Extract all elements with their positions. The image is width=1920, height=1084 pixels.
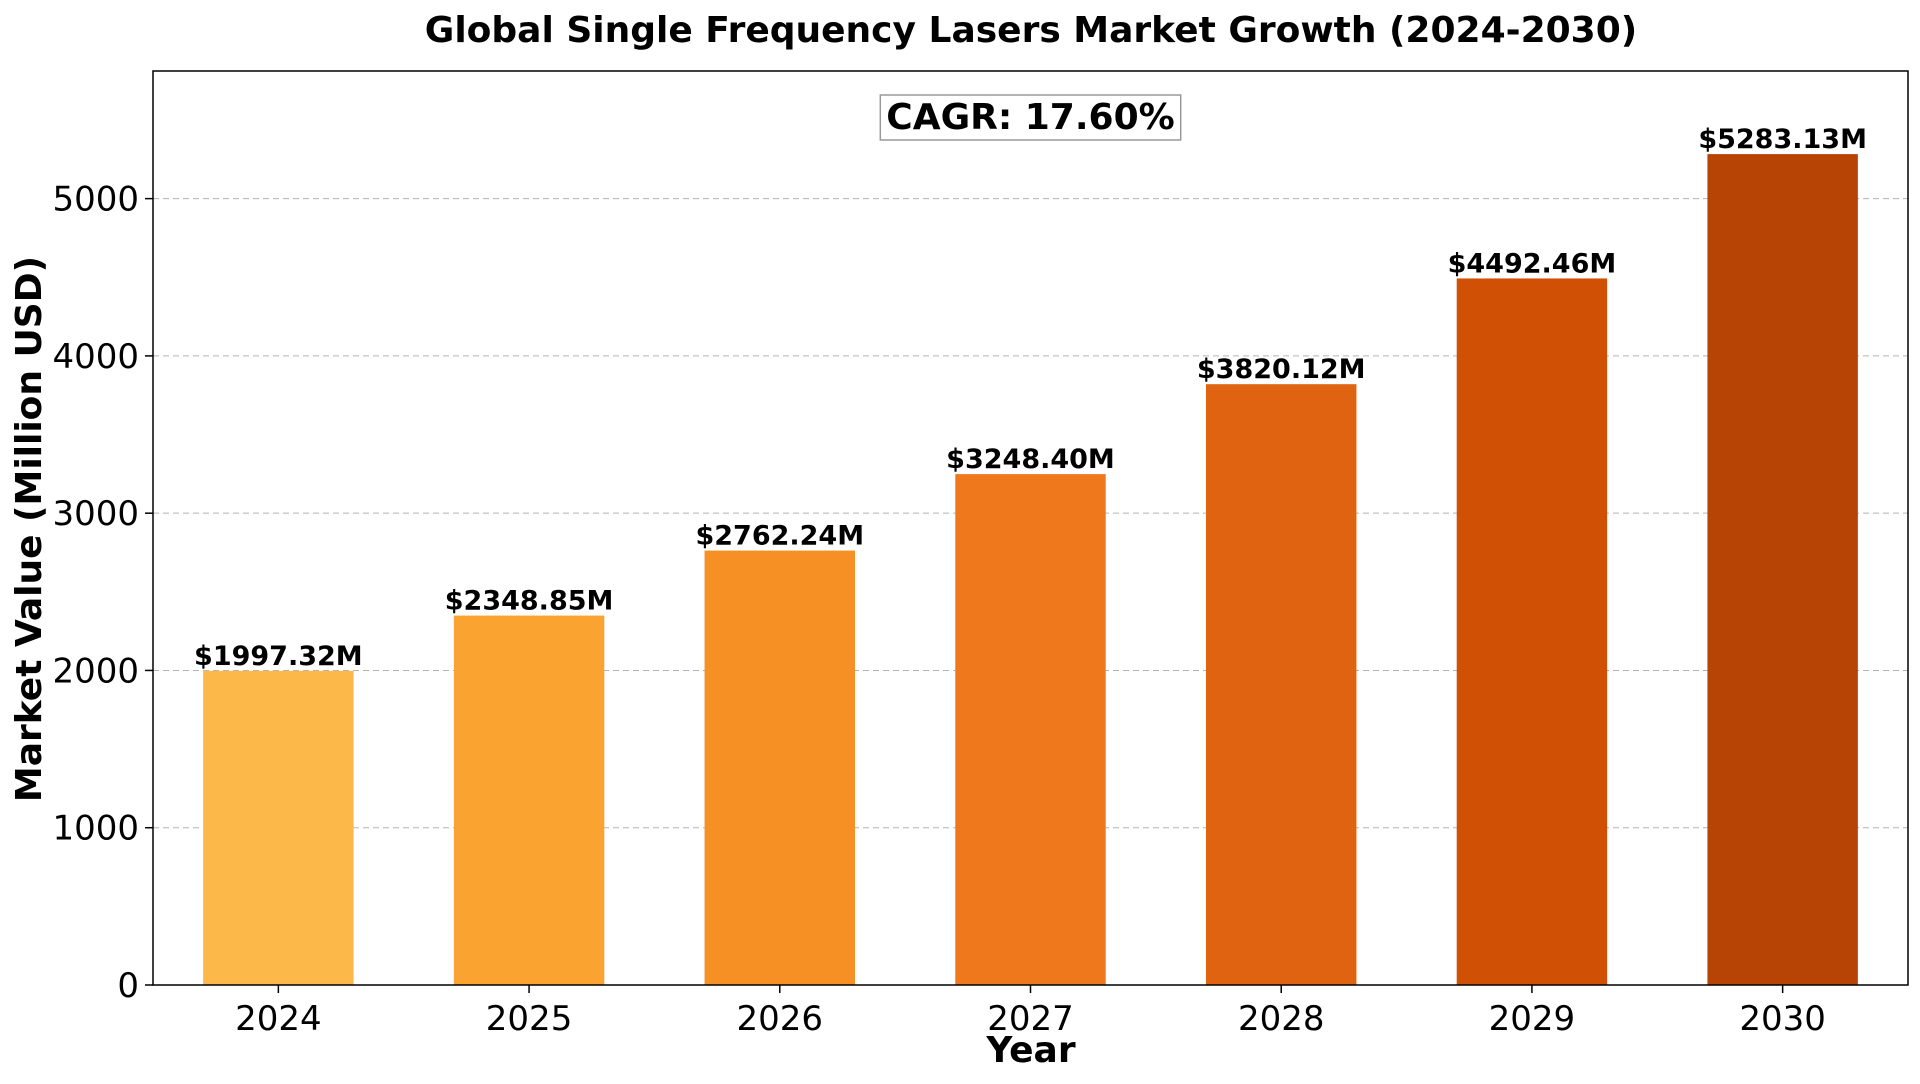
bar	[453, 615, 605, 985]
cagr-annotation-text: CAGR: 17.60%	[886, 97, 1174, 138]
bar	[1707, 154, 1858, 986]
bar	[1206, 384, 1357, 985]
x-tick-label: 2024	[235, 999, 322, 1039]
x-tick-label: 2029	[1489, 999, 1576, 1039]
data-labels: $1997.32M $2348.85M $2762.24M $3248.40M $382…	[194, 124, 1867, 672]
bar-value-label: $5283.13M	[1698, 124, 1867, 155]
bar-value-label: $2348.85M	[445, 586, 614, 617]
bars	[203, 154, 1858, 986]
x-tick-label: 2026	[737, 999, 824, 1039]
bar	[203, 670, 354, 985]
cagr-annotation-box	[879, 94, 1182, 141]
bar	[955, 474, 1106, 985]
y-tick-label: 3000	[52, 494, 139, 534]
y-tick-label: 2000	[52, 651, 139, 691]
bar	[704, 550, 855, 985]
y-tick-label: 4000	[52, 337, 139, 377]
bar-value-label: $3820.12M	[1197, 354, 1366, 385]
x-axis-label: Year	[985, 1030, 1075, 1071]
cagr-annotation: CAGR: 17.60%	[879, 94, 1182, 141]
x-axis-ticks: 2024 2025 2026 2027 2028 2029 2030	[235, 985, 1826, 1039]
x-tick-label: 2030	[1739, 999, 1826, 1039]
y-tick-label: 0	[117, 966, 139, 1006]
bar	[1456, 278, 1608, 986]
bar-value-label: $3248.40M	[946, 444, 1115, 475]
x-tick-label: 2028	[1238, 999, 1325, 1039]
bar-value-label: $2762.24M	[695, 521, 864, 552]
y-tick-label: 5000	[52, 180, 139, 220]
y-tick-label: 1000	[52, 809, 139, 849]
chart-title: Global Single Frequency Lasers Market Gr…	[425, 10, 1637, 51]
y-axis-label: Market Value (Million USD)	[9, 256, 50, 802]
bar-value-label: $4492.46M	[1448, 248, 1617, 279]
x-tick-label: 2025	[486, 999, 573, 1039]
x-tick-label: 2027	[987, 999, 1074, 1039]
y-axis-ticks: 0 1000 2000 3000 4000 5000	[52, 180, 153, 1006]
bar-value-label: $1997.32M	[194, 641, 363, 672]
grid-lines	[153, 198, 1908, 829]
